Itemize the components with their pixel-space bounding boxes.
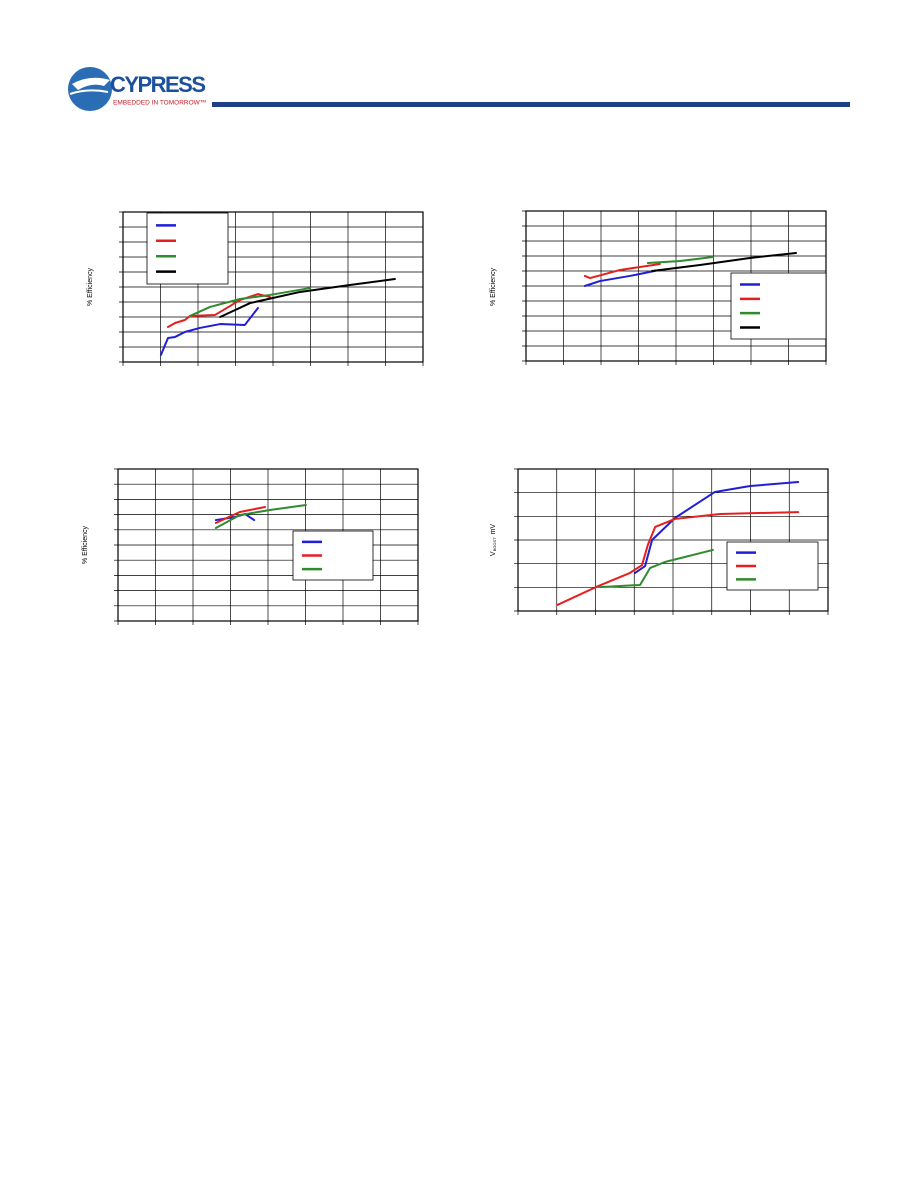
series-line xyxy=(599,548,714,589)
series-line xyxy=(214,504,307,529)
legend-box xyxy=(146,212,229,285)
series-line xyxy=(219,278,396,318)
y-label-subscript: BOOST xyxy=(492,537,497,552)
y-label-symbol: V xyxy=(490,551,497,556)
series-line xyxy=(167,293,271,329)
series-line xyxy=(189,287,312,317)
series-line xyxy=(651,252,797,272)
series-line xyxy=(646,256,715,265)
series-line xyxy=(583,262,661,280)
header-rule xyxy=(212,102,850,107)
y-axis-label: % Efficiency xyxy=(490,268,497,306)
series-line xyxy=(159,307,259,356)
logo-tagline: EMBEDDED IN TOMORROW™ xyxy=(113,100,206,107)
y-axis-label: VBOOST mV xyxy=(490,524,497,557)
series-line xyxy=(556,511,800,607)
y-label-unit: mV xyxy=(490,524,497,535)
y-axis-label: % Efficiency xyxy=(87,268,94,306)
series-line xyxy=(214,506,266,524)
logo: CYPRESS EMBEDDED IN TOMORROW™ xyxy=(68,67,206,111)
logo-icon xyxy=(68,67,112,111)
logo-swoosh xyxy=(72,77,110,90)
logo-swoosh xyxy=(69,89,109,95)
y-axis-label: % Efficiency xyxy=(82,526,89,564)
legend-box xyxy=(730,272,827,340)
logo-text: CYPRESS xyxy=(110,72,206,97)
series-line xyxy=(583,268,661,287)
